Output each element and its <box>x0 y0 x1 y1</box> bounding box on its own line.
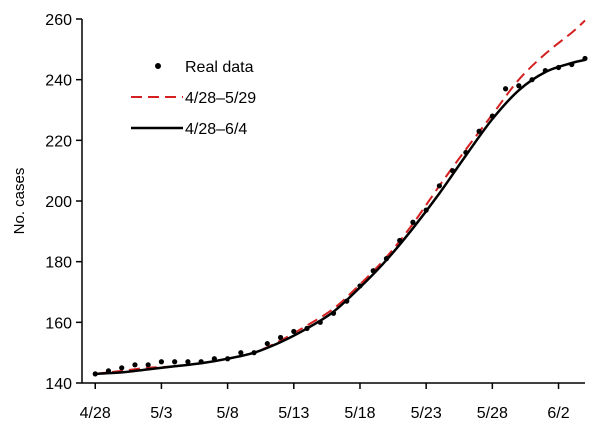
data-point <box>410 219 416 225</box>
y-tick-label: 220 <box>45 133 72 150</box>
x-tick-label: 5/3 <box>150 405 172 422</box>
data-point <box>105 368 112 374</box>
data-point <box>185 359 191 365</box>
data-point <box>317 319 323 325</box>
data-point <box>569 61 575 68</box>
data-point <box>198 359 204 365</box>
data-point <box>463 149 469 156</box>
data-point <box>529 77 535 83</box>
data-point <box>344 298 350 304</box>
ticks: 140 160 180 200 220 240 260 4/28 5/3 5/8 5/13 5/18 5… <box>45 12 569 422</box>
y-tick-label: 240 <box>45 73 72 90</box>
y-tick-label: 180 <box>45 255 72 272</box>
series-line-fit-4-28-5-29 <box>95 19 586 375</box>
data-point <box>502 86 509 92</box>
y-tick-label: 160 <box>45 315 72 332</box>
x-tick-label: 5/23 <box>411 405 442 422</box>
data-point <box>132 362 138 368</box>
legend-label: Real data <box>185 59 254 76</box>
data-point <box>383 256 390 262</box>
data-point <box>225 356 231 362</box>
legend: Real data 4/28–5/29 4/28–6/4 <box>131 59 256 138</box>
data-point <box>277 334 284 341</box>
x-tick-label: 5/8 <box>216 405 238 422</box>
data-point <box>291 328 297 335</box>
data-point <box>555 64 562 71</box>
x-tick-label: 5/28 <box>477 405 508 422</box>
axes <box>81 19 585 384</box>
series-layer <box>92 19 588 377</box>
data-point <box>304 325 310 331</box>
data-point <box>542 67 548 74</box>
data-point <box>119 365 125 371</box>
data-point <box>330 310 337 316</box>
data-point <box>172 359 178 365</box>
x-tick-label: 5/13 <box>278 405 309 422</box>
x-tick-label: 6/2 <box>547 405 569 422</box>
data-point <box>92 371 98 377</box>
data-point <box>423 207 429 213</box>
data-point <box>238 350 244 356</box>
data-point <box>516 83 522 89</box>
series-line-fit-4-28-6-4 <box>95 58 586 376</box>
data-point <box>370 268 376 274</box>
y-tick-label: 260 <box>45 12 72 29</box>
data-point <box>145 362 151 368</box>
data-point <box>489 113 495 119</box>
data-point <box>211 356 217 362</box>
data-point <box>264 340 270 347</box>
data-point <box>450 168 456 174</box>
data-point <box>397 237 403 244</box>
y-tick-label: 140 <box>45 376 72 393</box>
x-tick-label: 4/28 <box>80 405 111 422</box>
data-point <box>436 183 442 189</box>
data-point <box>357 283 363 289</box>
data-point <box>251 350 257 356</box>
y-tick-label: 200 <box>45 194 72 211</box>
data-point <box>582 55 588 62</box>
data-point <box>158 359 165 365</box>
x-tick-label: 5/18 <box>344 405 375 422</box>
legend-label: 4/28–6/4 <box>185 121 247 138</box>
data-point <box>476 128 482 134</box>
y-axis-title: No. cases <box>11 168 28 235</box>
legend-label: 4/28–5/29 <box>185 90 256 107</box>
legend-marker-real-data <box>155 63 161 69</box>
